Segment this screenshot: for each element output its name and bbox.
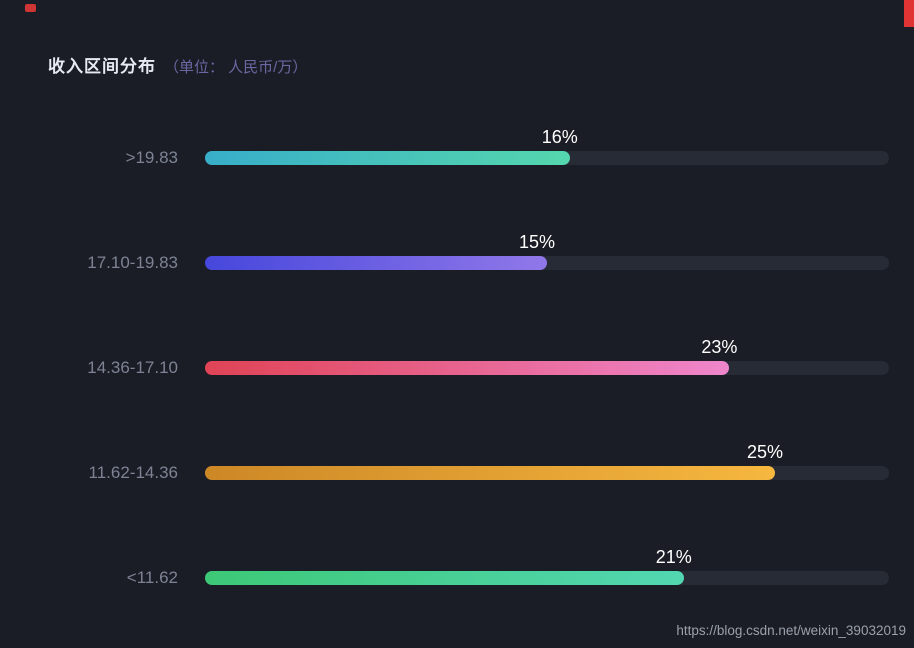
bar-row: 17.10-19.83 15% xyxy=(0,210,914,315)
bar-row: 14.36-17.10 23% xyxy=(0,315,914,420)
bar-row: <11.62 21% xyxy=(0,525,914,630)
chart-header: 收入区间分布 （单位： 人民币/万） xyxy=(0,0,914,77)
bar[interactable]: 25% xyxy=(205,442,783,480)
bar[interactable]: 15% xyxy=(205,232,555,270)
category-label: 17.10-19.83 xyxy=(87,252,178,272)
top-right-red-marker xyxy=(904,0,914,27)
bar-row: 11.62-14.36 25% xyxy=(0,420,914,525)
category-label: 11.62-14.36 xyxy=(88,462,178,482)
bar-track: 16% xyxy=(205,127,889,165)
category-label: <11.62 xyxy=(126,567,178,587)
value-label: 25% xyxy=(746,441,783,462)
bar-track: 25% xyxy=(205,442,889,480)
bar-track: 23% xyxy=(205,337,889,375)
value-label: 23% xyxy=(701,336,738,357)
bar[interactable]: 21% xyxy=(205,547,692,585)
category-label: >19.83 xyxy=(125,147,178,167)
value-label: 21% xyxy=(655,546,692,567)
watermark: https://blog.csdn.net/weixin_39032019 xyxy=(676,623,906,638)
bar-track: 21% xyxy=(205,547,889,585)
bar-track: 15% xyxy=(205,232,889,270)
category-label: 14.36-17.10 xyxy=(87,357,178,377)
bar[interactable]: 16% xyxy=(205,127,578,165)
chart-subtitle: （单位： 人民币/万） xyxy=(164,59,308,76)
bar-row: >19.83 16% xyxy=(0,105,914,210)
top-left-red-marker xyxy=(25,4,36,12)
value-label: 16% xyxy=(541,126,578,147)
bar[interactable]: 23% xyxy=(205,337,737,375)
value-label: 15% xyxy=(518,231,555,252)
chart-title: 收入区间分布 xyxy=(48,57,156,76)
bar-chart: >19.83 16% 17.10-19.83 15% 14.36-17.10 2… xyxy=(0,105,914,630)
